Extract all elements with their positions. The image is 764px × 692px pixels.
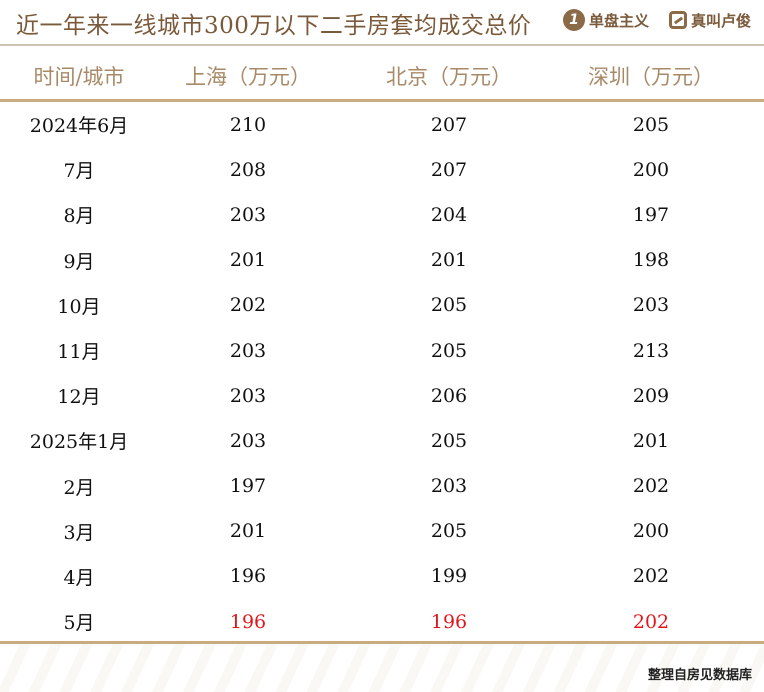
logo-1-icon: 1 [563,9,585,31]
cell-shanghai: 202 [229,294,267,317]
header-shenzhen: 深圳（万元） [588,65,714,89]
cell-shanghai: 208 [229,158,267,181]
cell-beijing: 204 [430,203,468,226]
logo-1-text: 单盘主义 [589,11,650,30]
title-bar: 近一年来一线城市300万以下二手房套均成交总价 1 单盘主义 真叫卢俊 [0,0,764,46]
cell-period: 2025年1月 [29,431,129,454]
table-body: 2024年6月 210 207 205 7月 208 207 200 8月 203 204 197 9月… [0,102,764,644]
header-beijing: 北京（万元） [386,65,512,89]
cell-shanghai: 203 [229,384,267,407]
cell-beijing: 203 [430,475,468,498]
cell-shenzhen: 200 [632,520,670,543]
header-period: 时间/城市 [33,65,125,89]
cell-shanghai: 196 [229,565,267,588]
logo-2-icon [669,11,687,29]
cell-beijing: 205 [430,294,468,317]
cell-shenzhen: 201 [632,429,670,452]
header-divider [0,99,764,102]
cell-shanghai: 203 [229,429,267,452]
table-row: 12月 203 206 209 [0,373,764,418]
cell-shanghai: 197 [229,475,267,498]
cell-shenzhen: 202 [632,565,670,588]
cell-beijing: 205 [430,339,468,362]
cell-period: 4月 [63,566,95,589]
cell-shanghai: 203 [229,203,267,226]
table-row: 5月 196 196 202 [0,599,764,644]
cell-shanghai: 201 [229,520,267,543]
table-row: 3月 201 205 200 [0,509,764,554]
cell-period: 9月 [63,250,95,273]
table-row: 11月 203 205 213 [0,328,764,373]
table-row: 2025年1月 203 205 201 [0,418,764,463]
cell-beijing: 201 [430,249,468,272]
footer-background [0,644,764,692]
cell-beijing: 205 [430,520,468,543]
table-row: 4月 196 199 202 [0,554,764,599]
cell-period: 11月 [57,341,101,364]
cell-shenzhen: 202 [632,475,670,498]
logo-danpanzhuyi: 1 单盘主义 [563,8,649,32]
cell-period: 8月 [63,205,95,228]
cell-shanghai: 201 [229,249,267,272]
table-header: 时间/城市 上海（万元） 北京（万元） 深圳（万元） [0,54,764,98]
table-bottom-divider [0,641,764,644]
cell-shenzhen: 213 [632,339,670,362]
table-row: 8月 203 204 197 [0,192,764,237]
table-row: 10月 202 205 203 [0,283,764,328]
cell-beijing: 196 [430,610,468,633]
cell-shenzhen: 200 [632,158,670,181]
source-note: 整理自房见数据库 [647,668,752,683]
cell-shenzhen: 202 [632,610,670,633]
logo-zhenjiaolujun: 真叫卢俊 [669,8,751,32]
cell-beijing: 205 [430,429,468,452]
cell-period: 10月 [57,295,101,318]
cell-period: 12月 [57,386,101,409]
cell-period: 7月 [63,160,95,183]
page-title: 近一年来一线城市300万以下二手房套均成交总价 [16,13,532,39]
cell-beijing: 207 [430,113,468,136]
header-shanghai: 上海（万元） [185,65,311,89]
cell-shenzhen: 197 [632,203,670,226]
cell-beijing: 206 [430,384,468,407]
cell-beijing: 207 [430,158,468,181]
table-row: 2月 197 203 202 [0,464,764,509]
table-row: 7月 208 207 200 [0,147,764,192]
cell-shanghai: 203 [229,339,267,362]
cell-period: 2024年6月 [29,115,129,138]
cell-shenzhen: 205 [632,113,670,136]
cell-shenzhen: 203 [632,294,670,317]
table-row: 2024年6月 210 207 205 [0,102,764,147]
cell-beijing: 199 [430,565,468,588]
cell-period: 2月 [63,476,95,499]
logo-2-text: 真叫卢俊 [691,11,752,30]
cell-shanghai: 210 [229,113,267,136]
cell-period: 5月 [63,612,95,635]
table-row: 9月 201 201 198 [0,238,764,283]
cell-shenzhen: 209 [632,384,670,407]
cell-period: 3月 [63,521,95,544]
cell-shenzhen: 198 [632,249,670,272]
cell-shanghai: 196 [229,610,267,633]
